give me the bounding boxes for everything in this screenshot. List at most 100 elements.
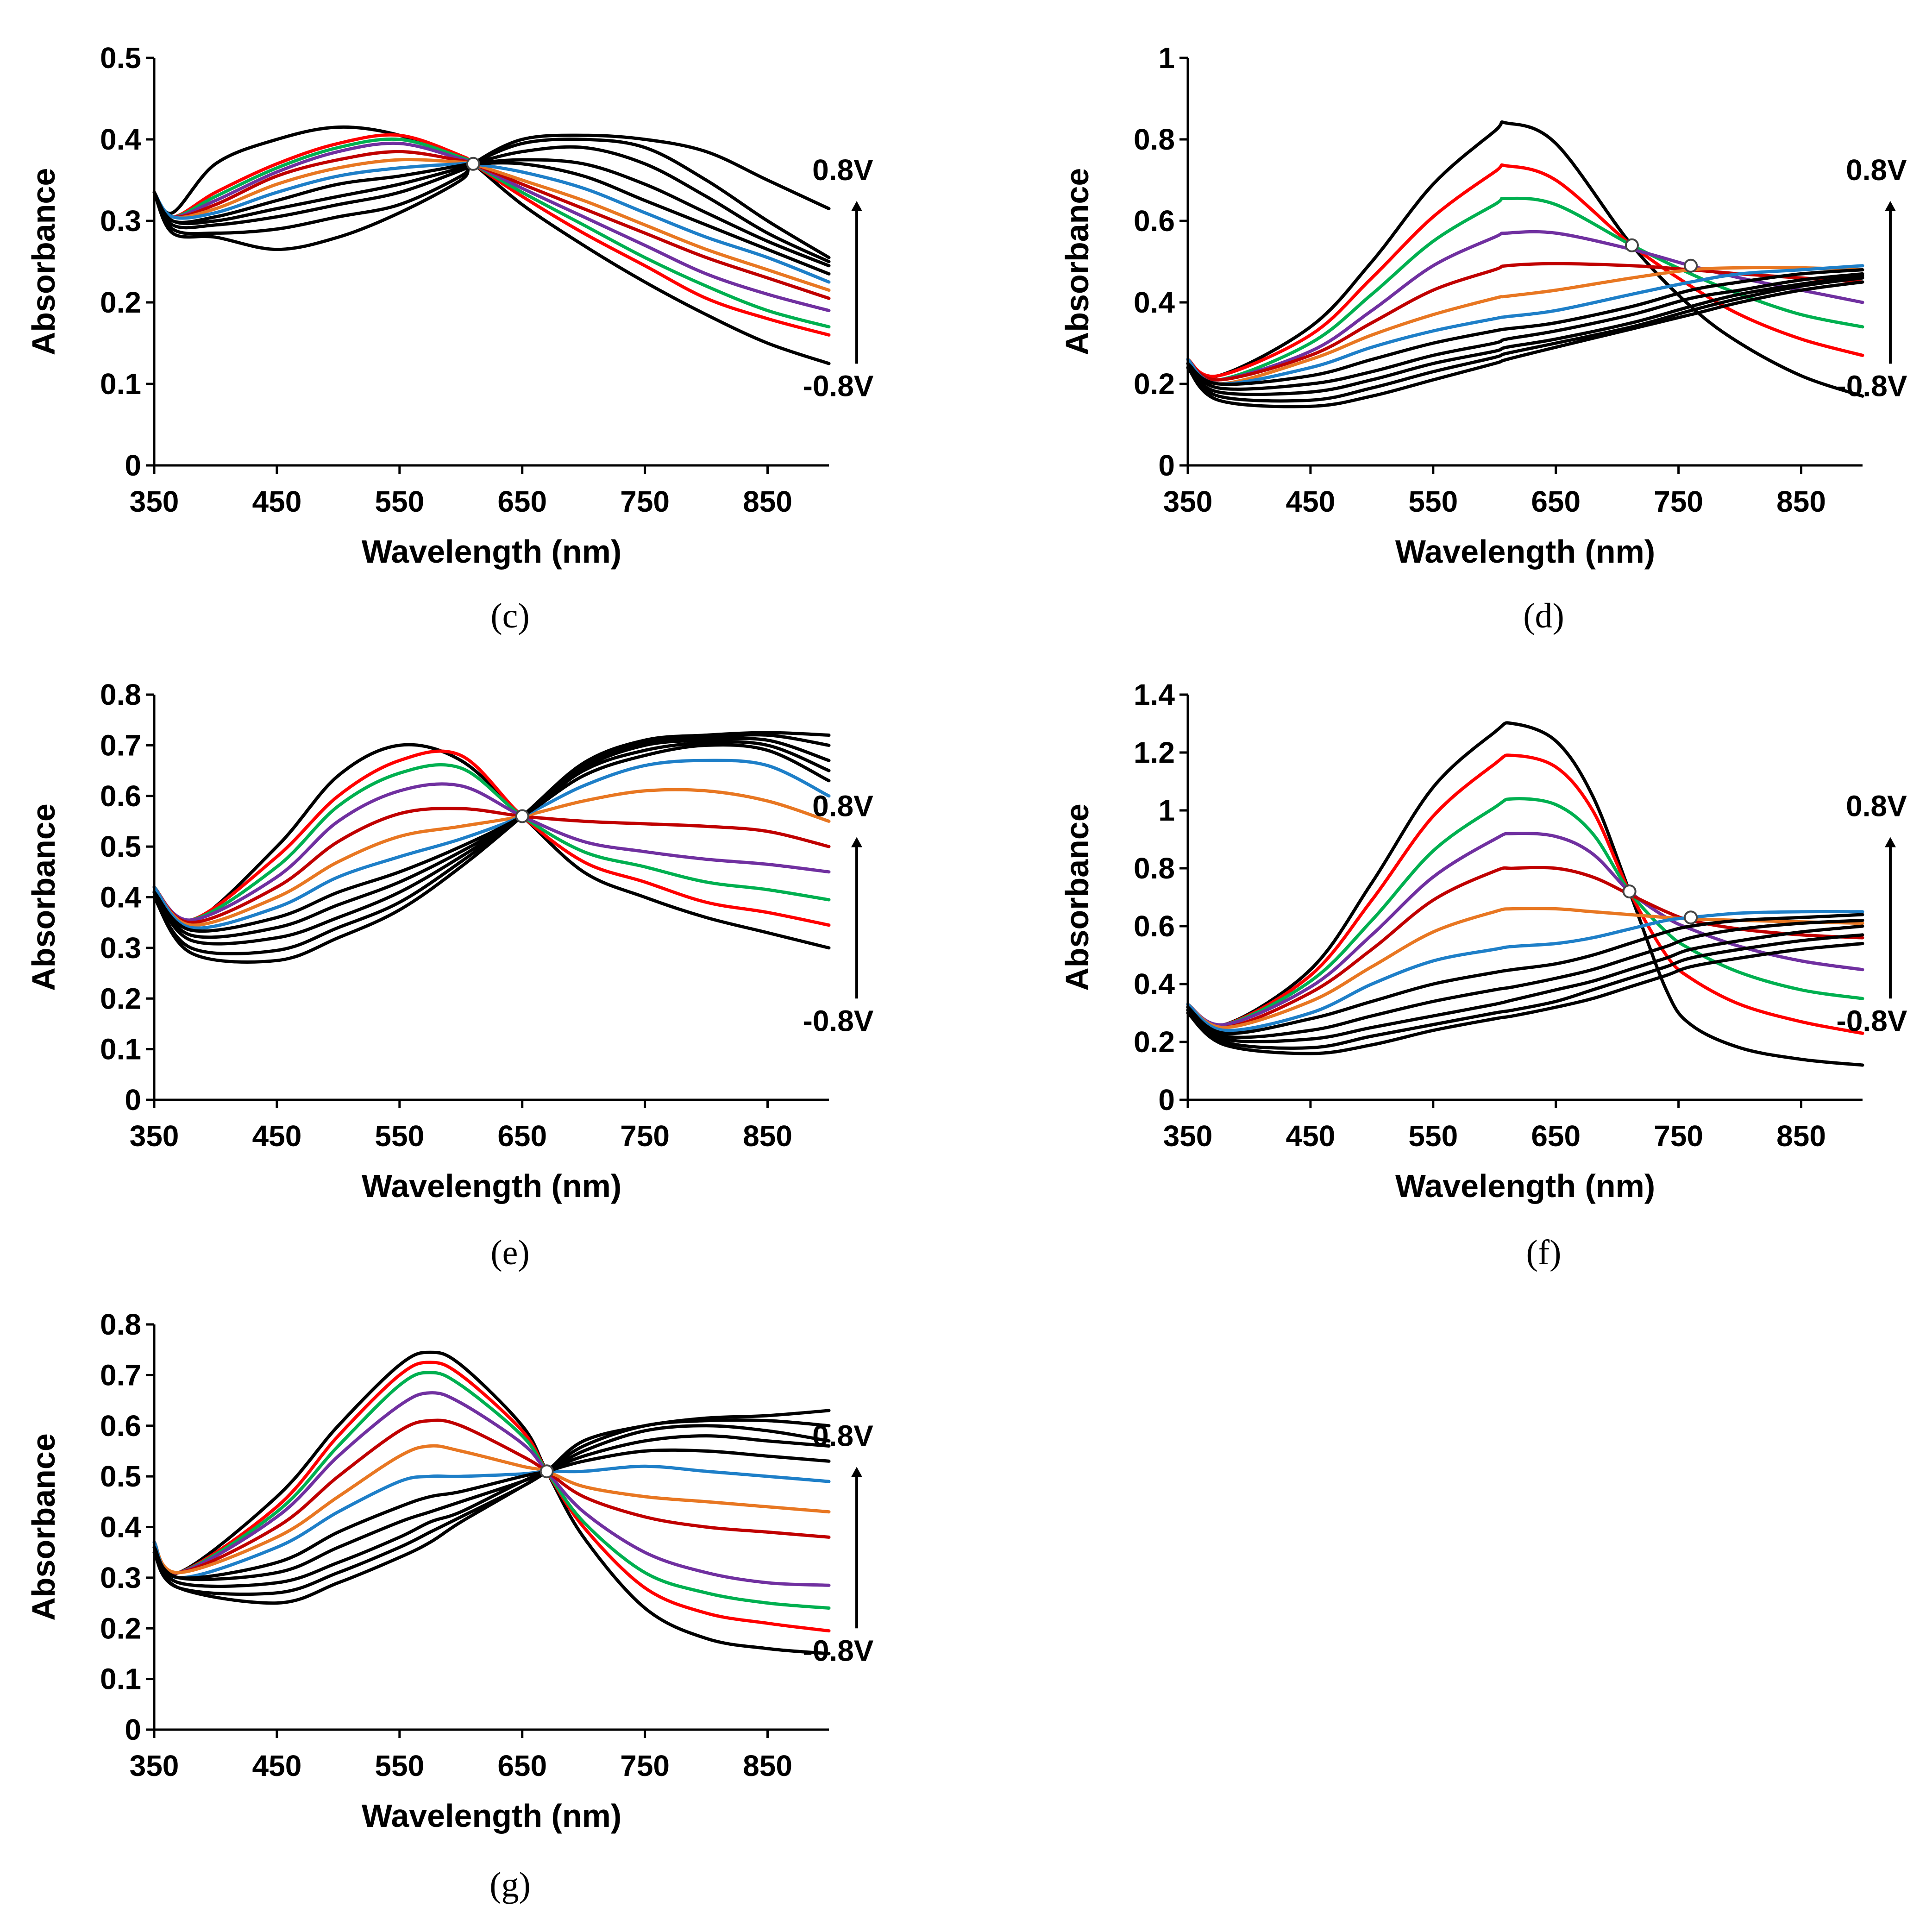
series-line-black-f <box>1186 280 1864 408</box>
series-line-orange <box>1186 266 1864 386</box>
series-line-darkred <box>152 1418 831 1574</box>
voltage-label-bottom: -0.8V <box>803 1634 874 1667</box>
y-tick-label: 1 <box>1158 41 1175 75</box>
y-tick-label: 0.8 <box>1134 852 1175 885</box>
x-tick-label: 450 <box>252 485 302 518</box>
series-line-black-d <box>152 1424 831 1588</box>
y-tick-label: 1 <box>1158 794 1175 827</box>
series-line-black-b <box>1186 268 1864 386</box>
y-tick-label: 1.2 <box>1134 736 1175 769</box>
x-axis-title: Wavelength (nm) <box>362 1798 621 1834</box>
y-tick-label: 0.2 <box>1134 367 1175 401</box>
y-tick-label: 0.7 <box>100 728 141 762</box>
y-tick-label: 0.6 <box>1134 204 1175 238</box>
voltage-label-top: 0.8V <box>1846 153 1907 187</box>
x-tick-label: 650 <box>1531 485 1581 518</box>
series-line-black-c <box>152 1434 831 1581</box>
y-tick-label: 0 <box>125 1083 141 1117</box>
series-group <box>152 731 831 964</box>
series-line-black-f <box>152 133 831 251</box>
x-tick-label: 450 <box>252 1119 302 1153</box>
series-line-black-c <box>1186 919 1864 1039</box>
series-group <box>1186 120 1864 408</box>
arrow-up-icon <box>851 1467 862 1477</box>
isosbestic-point-marker <box>539 1464 554 1479</box>
series-line-black-a <box>1186 120 1864 398</box>
chart-panel-d: 0 0.2 0.4 0.6 0.8 1 350 450 550 650 750 850 Waveleng… <box>1059 41 1907 635</box>
voltage-label-top: 0.8V <box>1846 790 1907 823</box>
series-line-green <box>1186 797 1864 1027</box>
y-axis-title: Absorbance <box>25 803 62 991</box>
chart-panel-c: 0 0.1 0.2 0.3 0.4 0.5 350 450 550 650 750 850 Wavele… <box>25 41 874 635</box>
y-axis-title: Absorbance <box>25 168 62 356</box>
series-line-purple <box>152 782 831 922</box>
series-line-black-c <box>152 740 831 939</box>
y-tick-label: 0.4 <box>1134 286 1175 319</box>
series-line-black-f <box>152 1409 831 1605</box>
x-tick-label: 350 <box>1163 485 1213 518</box>
voltage-label-bottom: -0.8V <box>803 369 874 402</box>
x-tick-label: 350 <box>130 485 179 518</box>
panel-caption: (c) <box>490 596 529 635</box>
x-tick-label: 550 <box>1408 485 1458 518</box>
y-tick-label: 0.5 <box>100 1460 141 1493</box>
voltage-label-bottom: -0.8V <box>1837 369 1907 402</box>
series-line-purple <box>1186 230 1864 382</box>
x-tick-label: 750 <box>620 1119 670 1153</box>
isosbestic-point-marker <box>1684 258 1698 273</box>
series-line-blue <box>1186 264 1864 386</box>
x-tick-label: 850 <box>1776 485 1826 518</box>
y-axis-title: Absorbance <box>25 1433 62 1621</box>
x-tick-label: 750 <box>620 1749 670 1782</box>
x-tick-label: 750 <box>620 485 670 518</box>
isosbestic-point-marker <box>1625 238 1639 252</box>
isosbestic-point-marker <box>1684 910 1698 925</box>
x-tick-label: 350 <box>130 1749 179 1782</box>
x-tick-label: 650 <box>497 1749 547 1782</box>
x-tick-label: 450 <box>252 1749 302 1782</box>
x-tick-label: 850 <box>743 1749 792 1782</box>
y-tick-label: 0.1 <box>100 1662 141 1696</box>
y-axis-title: Absorbance <box>1059 168 1095 356</box>
y-tick-label: 0.2 <box>100 286 141 319</box>
arrow-up-icon <box>851 837 862 847</box>
series-line-green <box>152 763 831 922</box>
x-tick-label: 550 <box>375 1119 424 1153</box>
x-tick-label: 550 <box>375 485 424 518</box>
x-tick-label: 650 <box>497 1119 547 1153</box>
series-line-green <box>152 1371 831 1610</box>
x-tick-label: 850 <box>1776 1119 1826 1153</box>
series-line-red <box>152 1361 831 1633</box>
y-tick-label: 0.3 <box>100 204 141 238</box>
series-line-blue <box>152 1464 831 1580</box>
voltage-label-top: 0.8V <box>812 153 873 187</box>
isosbestic-point-marker <box>515 809 529 823</box>
series-line-purple <box>152 1391 831 1587</box>
series-line-blue <box>152 759 831 930</box>
y-tick-label: 0.6 <box>1134 910 1175 943</box>
series-line-orange <box>152 1444 831 1574</box>
y-tick-label: 0.5 <box>100 830 141 863</box>
series-line-black-e <box>1186 933 1864 1050</box>
series-line-red <box>1186 163 1864 378</box>
series-line-black-a <box>1186 721 1864 1067</box>
series-line-black-d <box>1186 924 1864 1043</box>
series-line-black-b <box>152 743 831 933</box>
series-line-black-e <box>152 1418 831 1596</box>
x-axis-title: Wavelength (nm) <box>1395 1168 1655 1204</box>
series-group <box>152 1350 831 1656</box>
x-axis-title: Wavelength (nm) <box>1395 533 1655 570</box>
series-line-red <box>152 749 831 927</box>
x-axis-title: Wavelength (nm) <box>362 533 621 570</box>
x-tick-label: 750 <box>1654 1119 1703 1153</box>
series-line-blue <box>1186 910 1864 1032</box>
series-line-black-b <box>1186 913 1864 1035</box>
x-axis-title: Wavelength (nm) <box>362 1168 621 1204</box>
panel-caption: (d) <box>1523 596 1564 635</box>
y-tick-label: 1.4 <box>1134 678 1175 711</box>
panel-caption: (e) <box>490 1233 529 1272</box>
y-tick-label: 0.2 <box>1134 1025 1175 1059</box>
y-tick-label: 0 <box>125 449 141 482</box>
y-tick-label: 0.8 <box>100 678 141 711</box>
series-line-darkred <box>152 807 831 924</box>
